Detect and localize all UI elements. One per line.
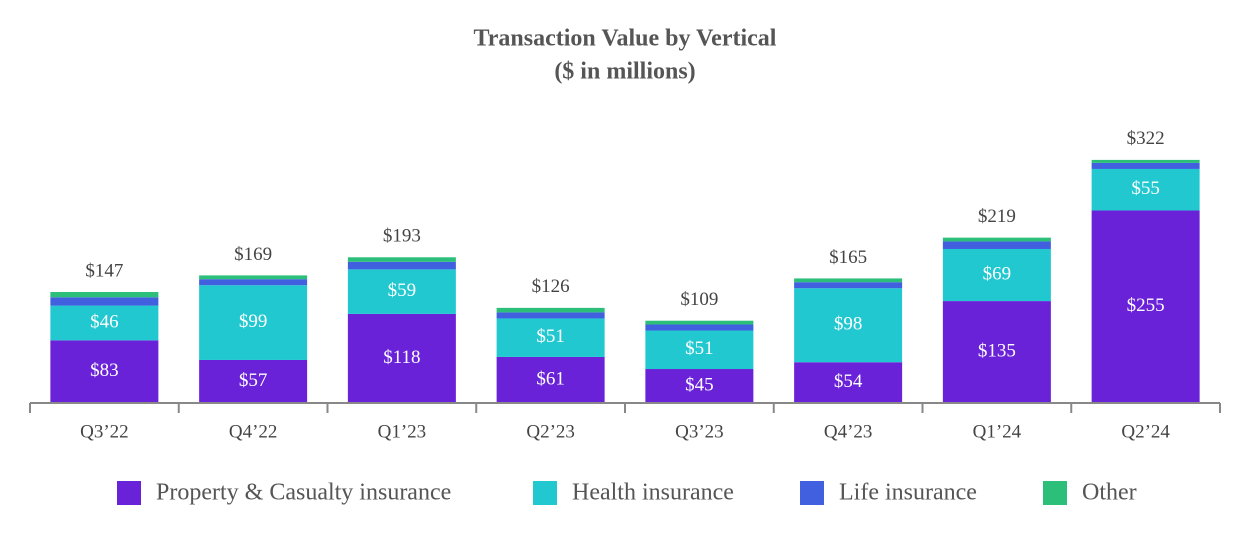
legend-swatch: [117, 481, 141, 505]
legend-swatch: [800, 481, 824, 505]
x-tick-label: Q2’24: [1121, 421, 1170, 442]
total-label: $147: [85, 260, 123, 281]
x-tick-label: Q2’23: [526, 421, 575, 442]
bar-segment: [794, 362, 903, 403]
bar-segment: [496, 307, 605, 313]
bar-segment: [645, 369, 754, 403]
value-label: $57: [239, 370, 268, 391]
bar-segment: [794, 282, 903, 289]
bar-segment: [347, 257, 456, 262]
value-label: $118: [383, 347, 420, 368]
total-label: $109: [680, 289, 718, 310]
value-label: $46: [90, 311, 119, 332]
bar-segment: [50, 340, 159, 403]
bar-segment: [199, 279, 308, 286]
bar-segment: [199, 359, 308, 403]
x-tick-label: Q4’22: [229, 421, 278, 442]
legend-swatch: [533, 481, 557, 505]
bar-segment: [496, 356, 605, 403]
value-label: $69: [983, 263, 1012, 284]
bar-segment: [942, 301, 1051, 403]
bar-segment: [496, 318, 605, 357]
total-label: $165: [829, 247, 867, 268]
legend-label: Health insurance: [572, 480, 734, 506]
x-tick-label: Q4’23: [824, 421, 873, 442]
chart-subtitle: ($ in millions): [554, 59, 695, 85]
legend-label: Life insurance: [839, 480, 977, 506]
bar-segment: [1091, 159, 1200, 163]
total-label: $219: [978, 206, 1016, 227]
bar-segment: [347, 261, 456, 270]
value-label: $135: [978, 340, 1016, 361]
bar-segment: [794, 288, 903, 363]
chart-title: Transaction Value by Vertical: [474, 26, 777, 52]
bar-segment: [347, 269, 456, 314]
bar-segment: [1091, 162, 1200, 169]
bar-segment: [50, 297, 159, 306]
x-tick-label: Q3’22: [80, 421, 129, 442]
bar-segment: [794, 278, 903, 283]
bar-segment: [1091, 168, 1200, 211]
legend-label: Other: [1082, 480, 1137, 506]
x-tick-label: Q1’23: [378, 421, 427, 442]
bar-segment: [496, 312, 605, 319]
value-label: $99: [239, 311, 268, 332]
total-label: $169: [234, 244, 272, 265]
value-label: $45: [685, 374, 714, 395]
total-label: $322: [1127, 128, 1165, 149]
total-label: $193: [383, 226, 421, 247]
bar-segment: [199, 285, 308, 360]
x-tick-label: Q1’24: [973, 421, 1022, 442]
bar-segment: [645, 324, 754, 331]
value-label: $255: [1127, 295, 1165, 316]
bar-segment: [199, 275, 308, 280]
legend-label: Property & Casualty insurance: [156, 480, 451, 506]
bar-segment: [1091, 210, 1200, 403]
bar-segment: [50, 292, 159, 298]
value-label: $59: [388, 280, 417, 301]
value-label: $61: [536, 368, 565, 389]
value-label: $55: [1131, 178, 1160, 199]
value-label: $98: [834, 314, 863, 335]
total-label: $126: [532, 276, 570, 297]
value-label: $83: [90, 360, 119, 381]
bar-segment: [942, 241, 1051, 249]
value-label: $51: [536, 326, 565, 347]
value-label: $54: [834, 371, 863, 392]
bar-segment: [942, 237, 1051, 242]
bar-segment: [347, 313, 456, 403]
legend-swatch: [1043, 481, 1067, 505]
bar-segment: [942, 248, 1051, 302]
x-tick-label: Q3’23: [675, 421, 724, 442]
bar-segment: [645, 330, 754, 370]
bar-segment: [645, 320, 754, 325]
bar-segment: [50, 305, 159, 341]
value-label: $51: [685, 338, 714, 359]
